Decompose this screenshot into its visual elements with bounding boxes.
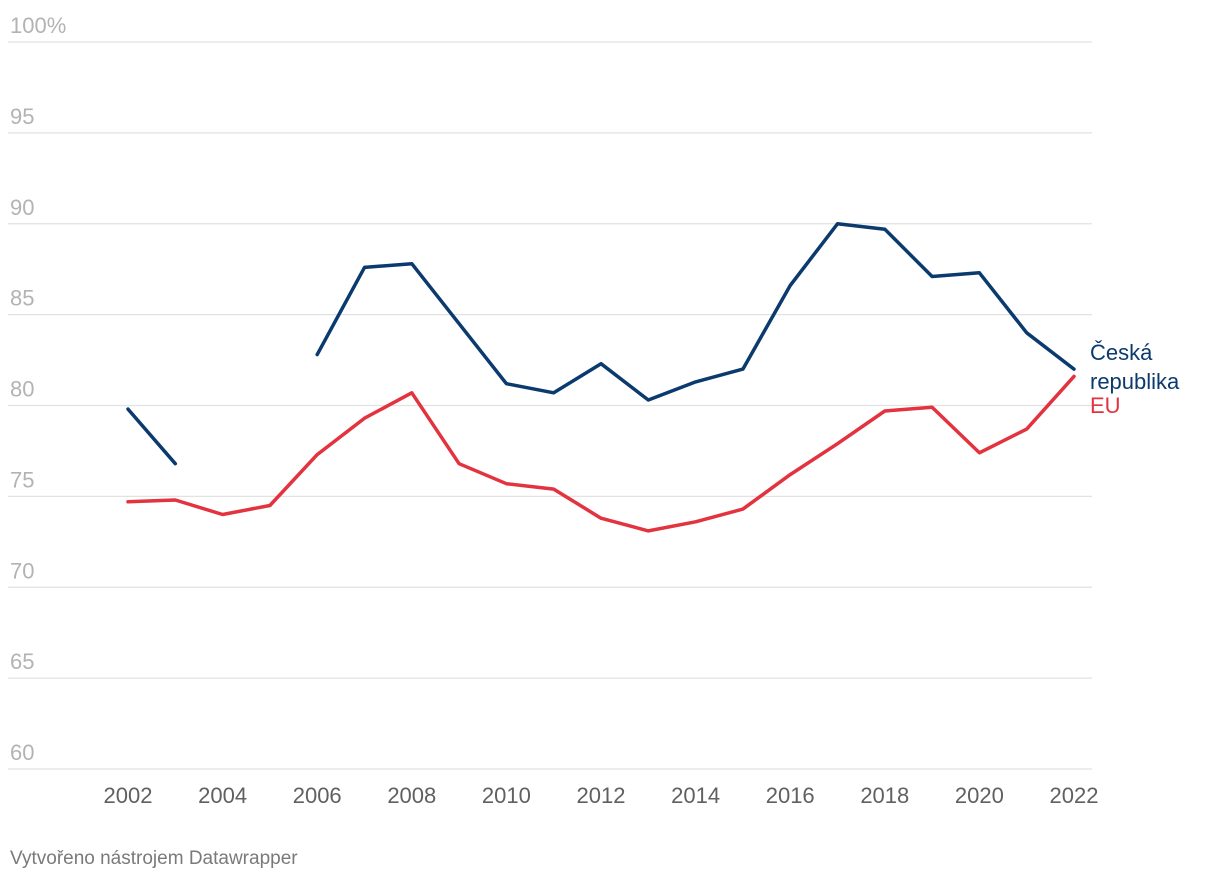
x-tick-label-2014: 2014 xyxy=(671,783,720,808)
y-tick-label-85: 85 xyxy=(10,286,34,311)
series-line-cz-segment-1 xyxy=(126,407,178,466)
x-tick-label-2010: 2010 xyxy=(482,783,531,808)
gridlines xyxy=(8,41,1092,770)
y-tick-label-95: 95 xyxy=(10,104,34,129)
x-tick-label-2018: 2018 xyxy=(860,783,909,808)
x-tick-label-2006: 2006 xyxy=(293,783,342,808)
y-axis-ticks: 60 65 70 75 80 85 90 95 100% xyxy=(10,13,66,765)
y-tick-label-75: 75 xyxy=(10,467,34,492)
series-label-eu-line-1: EU xyxy=(1090,393,1121,418)
series-lines xyxy=(126,222,1076,533)
x-axis-ticks: 2002 2004 2006 2008 2010 2012 2014 2016 2018 2020… xyxy=(104,783,1099,808)
y-tick-label-60: 60 xyxy=(10,740,34,765)
series-label-cz-line-2: republika xyxy=(1090,369,1180,394)
x-tick-label-2008: 2008 xyxy=(387,783,436,808)
x-tick-label-2004: 2004 xyxy=(198,783,247,808)
y-tick-label-65: 65 xyxy=(10,649,34,674)
x-tick-label-2020: 2020 xyxy=(955,783,1004,808)
y-tick-label-80: 80 xyxy=(10,377,34,402)
x-tick-label-2022: 2022 xyxy=(1050,783,1099,808)
y-tick-label-70: 70 xyxy=(10,558,34,583)
x-tick-label-2002: 2002 xyxy=(104,783,153,808)
series-line-eu-segment-1 xyxy=(126,374,1076,533)
series-label-cz-line-1: Česká xyxy=(1090,340,1153,365)
y-tick-label-90: 90 xyxy=(10,195,34,220)
y-tick-label-100: 100% xyxy=(10,13,66,38)
x-tick-label-2016: 2016 xyxy=(766,783,815,808)
series-line-cz-segment-2 xyxy=(315,222,1076,402)
x-tick-label-2012: 2012 xyxy=(577,783,626,808)
credit-footer: Vytvořeno nástrojem Datawrapper xyxy=(10,848,298,869)
